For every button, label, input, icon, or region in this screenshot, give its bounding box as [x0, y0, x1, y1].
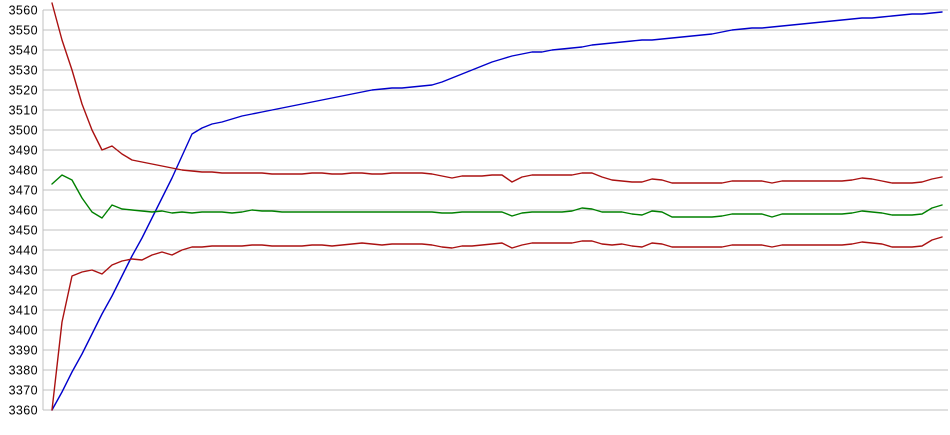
- y-axis-tick-label: 3560: [9, 4, 38, 18]
- y-axis-tick-label: 3380: [9, 364, 38, 378]
- series-red-upper-line: [51, 2, 943, 184]
- y-axis-tick-label: 3410: [9, 304, 38, 318]
- y-axis-tick-label: 3490: [9, 144, 38, 158]
- y-axis-tick-label: 3440: [9, 244, 38, 258]
- series-green-middle-line: [51, 174, 943, 219]
- y-axis-tick-label: 3470: [9, 184, 38, 198]
- y-axis-tick-label: 3510: [9, 104, 38, 118]
- y-axis-tick-label: 3400: [9, 324, 38, 338]
- y-axis-tick-label: 3540: [9, 44, 38, 58]
- y-axis-tick-label: 3550: [9, 24, 38, 38]
- y-axis-tick-label: 3420: [9, 284, 38, 298]
- series-red-lower-line: [51, 236, 943, 411]
- y-axis-tick-label: 3390: [9, 344, 38, 358]
- y-axis-tick-label: 3460: [9, 204, 38, 218]
- y-axis-tick-label: 3370: [9, 384, 38, 398]
- y-axis-tick-label: 3480: [9, 164, 38, 178]
- y-axis-tick-label: 3430: [9, 264, 38, 278]
- series-blue-rising-line: [51, 11, 943, 411]
- y-axis-tick-label: 3450: [9, 224, 38, 238]
- y-axis-tick-label: 3520: [9, 84, 38, 98]
- y-axis-tick-label: 3360: [9, 404, 38, 418]
- y-axis-tick-label: 3530: [9, 64, 38, 78]
- y-axis-tick-label: 3500: [9, 124, 38, 138]
